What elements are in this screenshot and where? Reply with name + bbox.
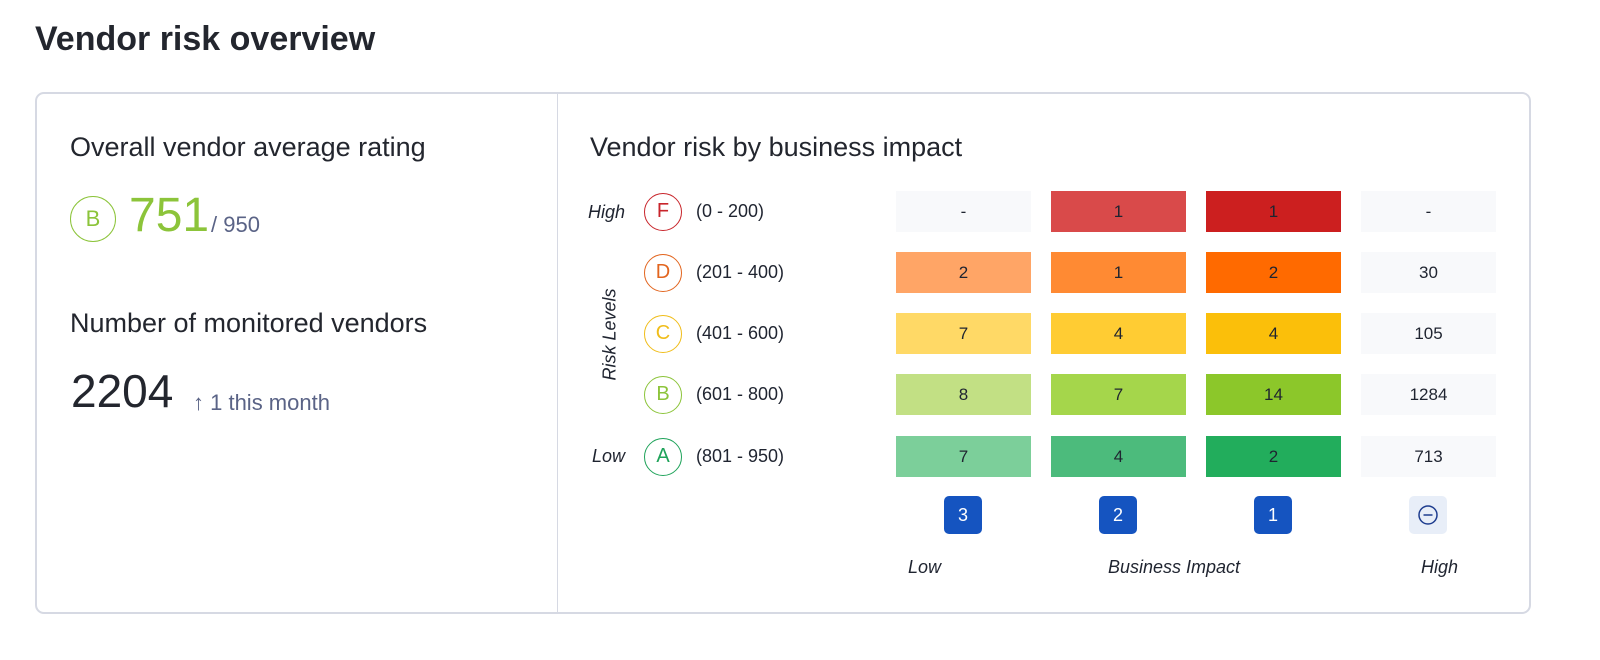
matrix-cell[interactable]: 1 — [1051, 252, 1186, 293]
risk-level-label: C (401 - 600) — [644, 313, 784, 354]
risk-level-label: A (801 - 950) — [644, 436, 784, 477]
impact-level-badge[interactable]: 3 — [944, 496, 982, 534]
grade-badge: B — [644, 375, 682, 414]
matrix-cell[interactable]: 4 — [1051, 313, 1186, 354]
grade-badge: D — [644, 253, 682, 292]
vendors-title: Number of monitored vendors — [70, 308, 428, 338]
page-title: Vendor risk overview — [35, 20, 376, 58]
grade-range: (201 - 400) — [696, 262, 785, 282]
grade-range: (0 - 200) — [696, 201, 765, 221]
matrix-cell[interactable]: 1 — [1051, 191, 1186, 232]
matrix-cell[interactable]: 1284 — [1361, 374, 1496, 415]
x-axis-label: Business Impact — [1108, 557, 1241, 577]
matrix-cell[interactable]: 14 — [1206, 374, 1341, 415]
vendors-count: 2204 — [71, 365, 174, 417]
y-axis-label: Risk Levels — [599, 288, 620, 381]
risk-level-label: B (601 - 800) — [644, 374, 784, 415]
matrix-cell[interactable]: 105 — [1361, 313, 1496, 354]
y-low-label: Low — [592, 446, 626, 466]
matrix-cell[interactable]: 7 — [896, 436, 1031, 477]
matrix-cell[interactable]: - — [1361, 191, 1496, 232]
matrix-cell[interactable]: - — [896, 191, 1031, 232]
matrix-cell[interactable]: 2 — [1206, 436, 1341, 477]
rating-title: Overall vendor average rating — [70, 132, 426, 162]
impact-level-badge[interactable]: 2 — [1099, 496, 1137, 534]
y-high-label: High — [588, 202, 626, 222]
x-high-label: High — [1421, 557, 1459, 577]
minus-circle-icon[interactable] — [1409, 496, 1447, 534]
vendor-risk-card: Overall vendor average rating B 751 / 95… — [35, 92, 1531, 614]
vendors-delta: ↑ 1 this month — [193, 390, 330, 415]
matrix-cell[interactable]: 4 — [1206, 313, 1341, 354]
matrix-cell[interactable]: 4 — [1051, 436, 1186, 477]
risk-level-label: D (201 - 400) — [644, 252, 784, 293]
matrix-cell[interactable]: 30 — [1361, 252, 1496, 293]
matrix-cell[interactable]: 2 — [1206, 252, 1341, 293]
rating-max: / 950 — [211, 212, 260, 237]
matrix-cell[interactable]: 7 — [896, 313, 1031, 354]
matrix-cell[interactable]: 7 — [1051, 374, 1186, 415]
risk-level-label: F (0 - 200) — [644, 191, 764, 232]
grade-range: (601 - 800) — [696, 384, 785, 404]
grade-badge: A — [644, 437, 682, 476]
matrix-cell[interactable]: 2 — [896, 252, 1031, 293]
rating-value: 751 — [129, 189, 210, 242]
x-low-label: Low — [908, 557, 942, 577]
impact-level-badge[interactable]: 1 — [1254, 496, 1292, 534]
grade-range: (801 - 950) — [696, 446, 785, 466]
rating-grade-badge: B — [70, 196, 116, 242]
grade-badge: C — [644, 314, 682, 353]
matrix-cell[interactable]: 713 — [1361, 436, 1496, 477]
grade-badge: F — [644, 192, 682, 231]
matrix-cell[interactable]: 1 — [1206, 191, 1341, 232]
matrix-cell[interactable]: 8 — [896, 374, 1031, 415]
matrix-title: Vendor risk by business impact — [590, 132, 963, 162]
divider — [557, 94, 558, 612]
grade-range: (401 - 600) — [696, 323, 785, 343]
